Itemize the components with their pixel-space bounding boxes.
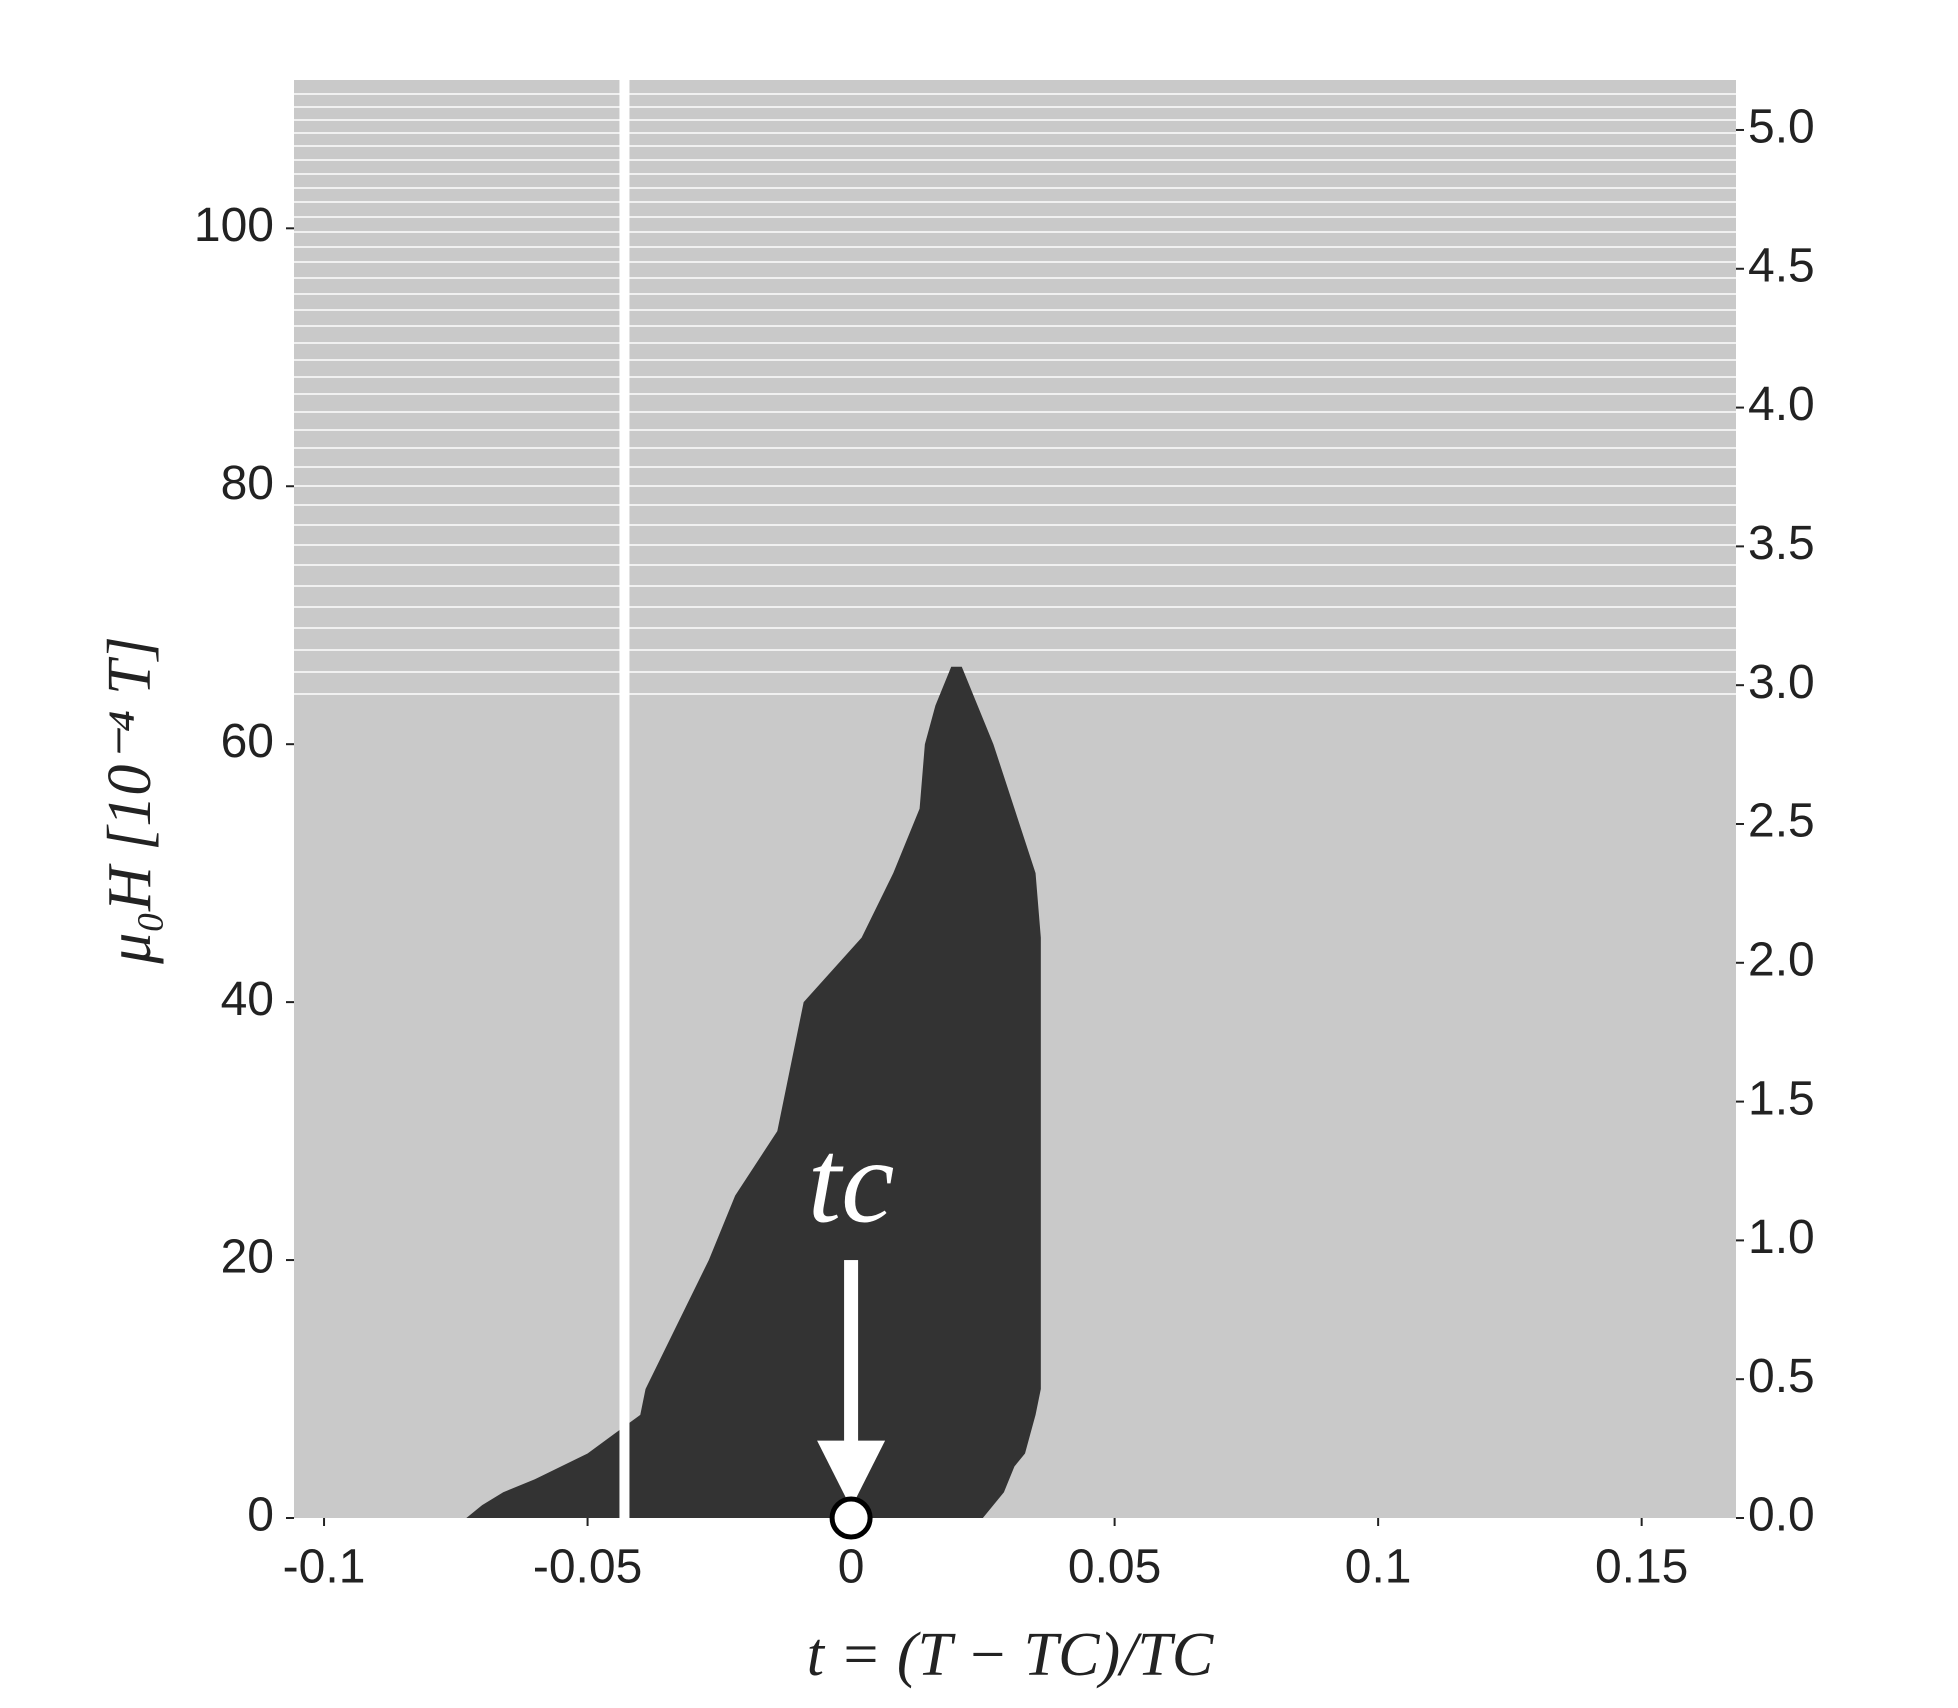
arrow-shaft [844,1260,859,1467]
y-tick-label: 80 [221,457,274,510]
y2-tick-label: 2.0 [1748,933,1815,986]
arrow-head [817,1440,886,1508]
y2-tick-label: 3.0 [1748,656,1815,709]
y2-tick-label: 0.0 [1748,1489,1815,1542]
y-axis-title: μ₀H [10⁻⁴ T] [96,636,164,964]
x-axis-title: t = (T − TC)/TC [807,1621,1214,1689]
y2-tick-label: 1.5 [1748,1072,1815,1125]
annotation: tc [808,1114,895,1247]
x-tick-label: -0.1 [283,1541,366,1594]
region [466,666,1041,1518]
y2-tick-label: 5.0 [1748,101,1815,154]
y-tick-label: 60 [221,715,274,768]
x-tick-label: 0.1 [1345,1541,1412,1594]
y2-tick-label: 0.5 [1748,1350,1815,1403]
y-tick-label: 0 [247,1489,274,1542]
y2-tick-label: 4.0 [1748,378,1815,431]
y2-tick-label: 2.5 [1748,795,1815,848]
y2-tick-label: 3.5 [1748,517,1815,570]
y2-tick-label: 1.0 [1748,1211,1815,1264]
y2-tick-label: 4.5 [1748,239,1815,292]
y-tick-label: 20 [221,1231,274,1284]
x-tick-label: 0.15 [1595,1541,1688,1594]
x-tick-label: 0.05 [1068,1541,1161,1594]
y-tick-label: 40 [221,973,274,1026]
y-tick-label: 100 [194,199,274,252]
x-tick-label: -0.05 [533,1541,642,1594]
marker-line [619,80,630,1518]
x-tick-label: 0 [838,1541,865,1594]
critical-point [829,1496,873,1540]
